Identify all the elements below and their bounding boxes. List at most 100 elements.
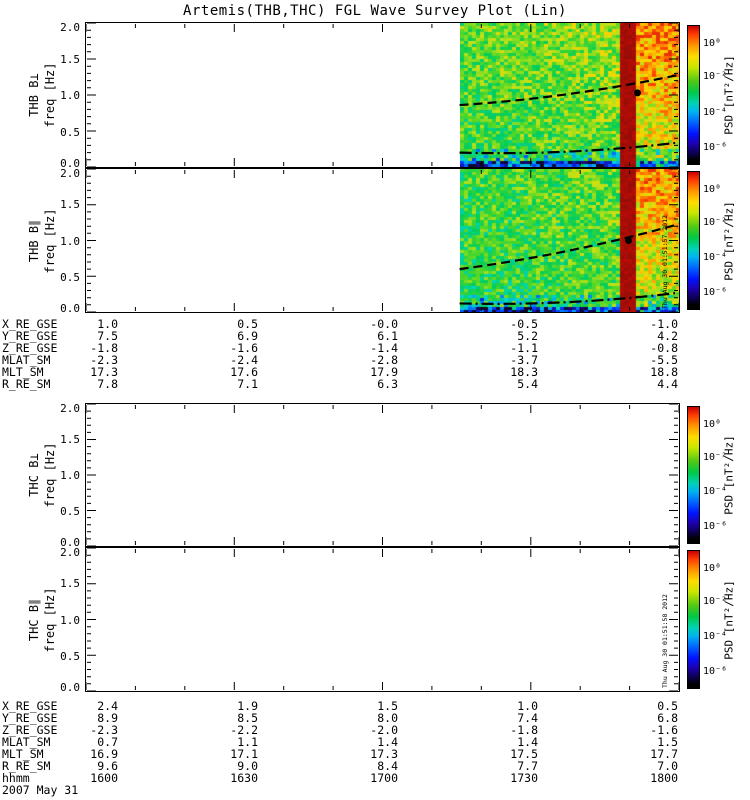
- y-tick-label: 0.0: [60, 681, 80, 694]
- y-tick-label: 2.0: [60, 167, 80, 180]
- colorbar-label: PSD [nT²/Hz]: [722, 435, 736, 515]
- ephemeris-row-label: Y_RE_GSE: [2, 711, 58, 725]
- date-row: 2007 May 31: [0, 783, 750, 797]
- colorbar-tick: 10⁰: [703, 183, 722, 195]
- ephemeris-value: -1.6: [650, 723, 678, 737]
- ephemeris-value: -1.8: [510, 723, 538, 737]
- ephemeris-value: 8.5: [237, 711, 258, 725]
- time-axis-row: hhmm 1600 1630 1700 1730 1800: [0, 771, 750, 785]
- colorbar-label: PSD [nT²/Hz]: [722, 55, 736, 135]
- ephemeris-value: -2.8: [370, 353, 398, 367]
- ephemeris-value: 9.0: [237, 759, 258, 773]
- colorbar-tick: 10⁻⁶: [703, 665, 728, 677]
- ephemeris-value: 4.4: [657, 377, 678, 391]
- panel-thb-bpar: THB B∥ freq [Hz] 2.0 1.5 1.0 0.5 0.0 Thu …: [0, 167, 750, 315]
- ephemeris-row: Z_RE_GSE -2.3 -2.2 -2.0 -1.8 -1.6: [0, 723, 750, 737]
- ephemeris-value: 1.5: [657, 735, 678, 749]
- colorbar: [687, 406, 700, 544]
- ephemeris-value: -0.0: [370, 317, 398, 331]
- ephemeris-row: X_RE_GSE 2.4 1.9 1.5 1.0 0.5: [0, 699, 750, 713]
- ephemeris-value: 1.0: [97, 317, 118, 331]
- render-timestamp: Thu Aug 30 01:51:57 2012: [661, 215, 669, 309]
- colorbar-tick: 10⁻⁴: [703, 486, 728, 498]
- y-tick-label: 0.0: [60, 302, 80, 315]
- ephemeris-row-label: MLT_SM: [2, 747, 44, 761]
- ephemeris-value: -1.0: [650, 317, 678, 331]
- ephemeris-row-label: Z_RE_GSE: [2, 341, 58, 355]
- ephemeris-value: -2.2: [230, 723, 258, 737]
- colorbar-label: PSD [nT²/Hz]: [722, 579, 736, 660]
- colorbar-tick: 10⁰: [703, 562, 722, 574]
- plot-area: [85, 22, 680, 168]
- plot-overlay: [86, 548, 679, 691]
- time-tick: 1700: [370, 771, 398, 785]
- ephemeris-value: 8.4: [377, 759, 398, 773]
- colorbar-tick: 10⁻⁶: [703, 520, 728, 532]
- ephemeris-value: 1.4: [517, 735, 538, 749]
- ephemeris-row-label: MLT_SM: [2, 365, 44, 379]
- ephemeris-value: 16.9: [90, 747, 118, 761]
- panel-label: THC B∥: [27, 598, 41, 641]
- y-tick-label: 1.5: [60, 198, 80, 212]
- plot-title: Artemis(THB,THC) FGL Wave Survey Plot (L…: [183, 3, 567, 19]
- ephemeris-value: 7.5: [97, 329, 118, 343]
- ephemeris-value: 7.4: [517, 711, 538, 725]
- ephemeris-row-label: R_RE_SM: [2, 759, 51, 773]
- ephemeris-value: 8.0: [377, 711, 398, 725]
- ephemeris-value: 6.9: [237, 329, 258, 343]
- ephemeris-value: 17.6: [230, 365, 258, 379]
- date-label: 2007 May 31: [2, 783, 79, 797]
- colorbar-tick: 10⁰: [703, 37, 722, 49]
- plot-area: [85, 403, 680, 547]
- ephemeris-value: 0.7: [97, 735, 118, 749]
- ephemeris-value: 17.9: [370, 365, 398, 379]
- colorbar-tick: 10⁻⁴: [703, 251, 728, 263]
- ephemeris-row: Y_RE_GSE 8.9 8.5 8.0 7.4 6.8: [0, 711, 750, 725]
- ephemeris-value: -1.1: [510, 341, 538, 355]
- ephemeris-value: 7.0: [657, 759, 678, 773]
- time-axis-label: hhmm: [2, 771, 30, 785]
- y-tick-label: 0.5: [60, 125, 80, 139]
- ephemeris-value: -3.7: [510, 353, 538, 367]
- colorbar-label: PSD [nT²/Hz]: [722, 200, 736, 281]
- colorbar-tick: 10⁻⁶: [703, 286, 728, 298]
- colorbar: [687, 550, 700, 689]
- colorbar-tick: 10⁻⁶: [703, 141, 728, 153]
- ephemeris-value: -1.4: [370, 341, 398, 355]
- ephemeris-value: 5.4: [517, 377, 538, 391]
- ephemeris-row: Z_RE_GSE -1.8 -1.6 -1.4 -1.1 -0.8: [0, 341, 750, 355]
- ephemeris-value: 1.5: [377, 699, 398, 713]
- panel-thc-bperp: THC B⊥ freq [Hz] 2.0 1.5 1.0 0.5 0.0 10⁰ …: [0, 402, 750, 549]
- ephemeris-row-label: MLAT_SM: [2, 353, 51, 367]
- ephemeris-value: 2.4: [97, 699, 118, 713]
- y-tick-label: 1.5: [60, 433, 80, 446]
- ephemeris-row: MLAT_SM 0.7 1.1 1.4 1.4 1.5: [0, 735, 750, 749]
- colorbar-tick: 10⁰: [703, 418, 722, 430]
- ephemeris-value: 7.1: [237, 377, 258, 391]
- ephemeris-value: 17.3: [370, 747, 398, 761]
- ephemeris-value: 9.6: [97, 759, 118, 773]
- ephemeris-value: 1.4: [377, 735, 398, 749]
- y-tick-label: 1.0: [60, 234, 80, 248]
- ephemeris-value: 18.8: [650, 365, 678, 379]
- ephemeris-value: 1.9: [237, 699, 258, 713]
- colorbar-tick: 10⁻²: [703, 217, 728, 229]
- ephemeris-row: X_RE_GSE 1.0 0.5 -0.0 -0.5 -1.0: [0, 317, 750, 331]
- y-tick-label: 0.5: [60, 649, 80, 663]
- ephemeris-value: 4.2: [657, 329, 678, 343]
- panel-label: THB B⊥: [27, 73, 41, 117]
- plot-overlay: [86, 404, 679, 546]
- panel-label: THB B∥: [27, 219, 41, 262]
- ephemeris-value: 18.3: [510, 365, 538, 379]
- ephemeris-value: 6.8: [657, 711, 678, 725]
- ephemeris-value: 6.3: [377, 377, 398, 391]
- panel-thb-bperp: THB B⊥ freq [Hz] 2.0 1.5 1.0 0.5 0.0 10⁰ …: [0, 21, 750, 170]
- ephemeris-value: 5.2: [517, 329, 538, 343]
- time-tick: 1630: [230, 771, 258, 785]
- plot-overlay: [86, 23, 679, 167]
- y-tick-label: 2.0: [60, 546, 80, 559]
- ephemeris-value: -2.3: [90, 353, 118, 367]
- ephemeris-row-label: Y_RE_GSE: [2, 329, 58, 343]
- spectrogram-thb-bperp: [459, 23, 679, 167]
- ephemeris-value: -1.8: [90, 341, 118, 355]
